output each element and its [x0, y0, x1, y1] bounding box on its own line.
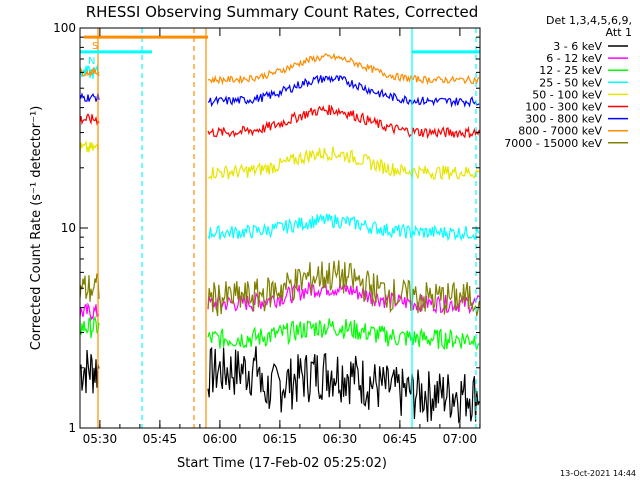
legend-label-4: 50 - 100 keV [532, 88, 602, 101]
series-line-pre-4 [80, 140, 100, 153]
flag-label-0: S [92, 41, 98, 52]
legend-label-5: 100 - 300 keV [525, 101, 602, 114]
series-line-6 [207, 74, 480, 108]
legend-label-0: 3 - 6 keV [553, 40, 602, 53]
x-tick-label-2: 06:00 [203, 432, 238, 446]
series-line-pre-6 [80, 92, 100, 102]
legend-label-1: 6 - 12 keV [546, 52, 602, 65]
legend-header: Det 1,3,4,5,6,9, [546, 14, 632, 27]
y-tick-label-0: 1 [68, 421, 76, 435]
series-line-pre-0 [80, 349, 100, 394]
legend-label-3: 25 - 50 keV [539, 76, 602, 89]
legend-label-6: 300 - 800 keV [525, 113, 602, 126]
flag-label-1: N [88, 56, 95, 67]
series-line-pre-5 [80, 113, 100, 126]
series-line-pre-7 [80, 67, 100, 77]
y-tick-label-2: 100 [53, 21, 76, 35]
legend-header-2: Att 1 [606, 26, 632, 39]
legend-label-2: 12 - 25 keV [539, 64, 602, 77]
x-axis-label: Start Time (17-Feb-02 05:25:02) [177, 456, 387, 471]
x-tick-label-0: 05:30 [83, 432, 118, 446]
x-tick-label-3: 06:15 [263, 432, 298, 446]
series-line-pre-2 [80, 315, 100, 339]
legend-label-7: 800 - 7000 keV [518, 125, 602, 138]
series-line-2 [207, 318, 480, 351]
chart-title: RHESSI Observing Summary Count Rates, Co… [86, 3, 479, 21]
y-axis-label: Corrected Count Rate (s⁻¹ detector⁻¹) [29, 106, 44, 351]
footer-timestamp: 13-Oct-2021 14:44 [560, 469, 636, 478]
x-tick-label-1: 05:45 [143, 432, 178, 446]
series-line-0 [207, 346, 480, 424]
series-line-pre-1 [80, 302, 100, 322]
x-tick-label-4: 06:30 [323, 432, 358, 446]
plot-area: SN 05:30 05:45 06:00 06:15 06:30 06:45 07:00 1 10… [53, 21, 481, 446]
series-group [80, 52, 480, 424]
legend-label-8: 7000 - 15000 keV [504, 137, 602, 150]
series-line-5 [207, 104, 480, 140]
x-tick-label-6: 07:00 [443, 432, 478, 446]
series-line-8 [207, 260, 480, 317]
y-tick-label-1: 10 [61, 221, 76, 235]
series-line-7 [207, 52, 480, 86]
series-line-4 [207, 146, 480, 181]
series-line-3 [207, 213, 480, 242]
series-line-pre-8 [80, 273, 100, 302]
x-tick-label-5: 06:45 [383, 432, 418, 446]
